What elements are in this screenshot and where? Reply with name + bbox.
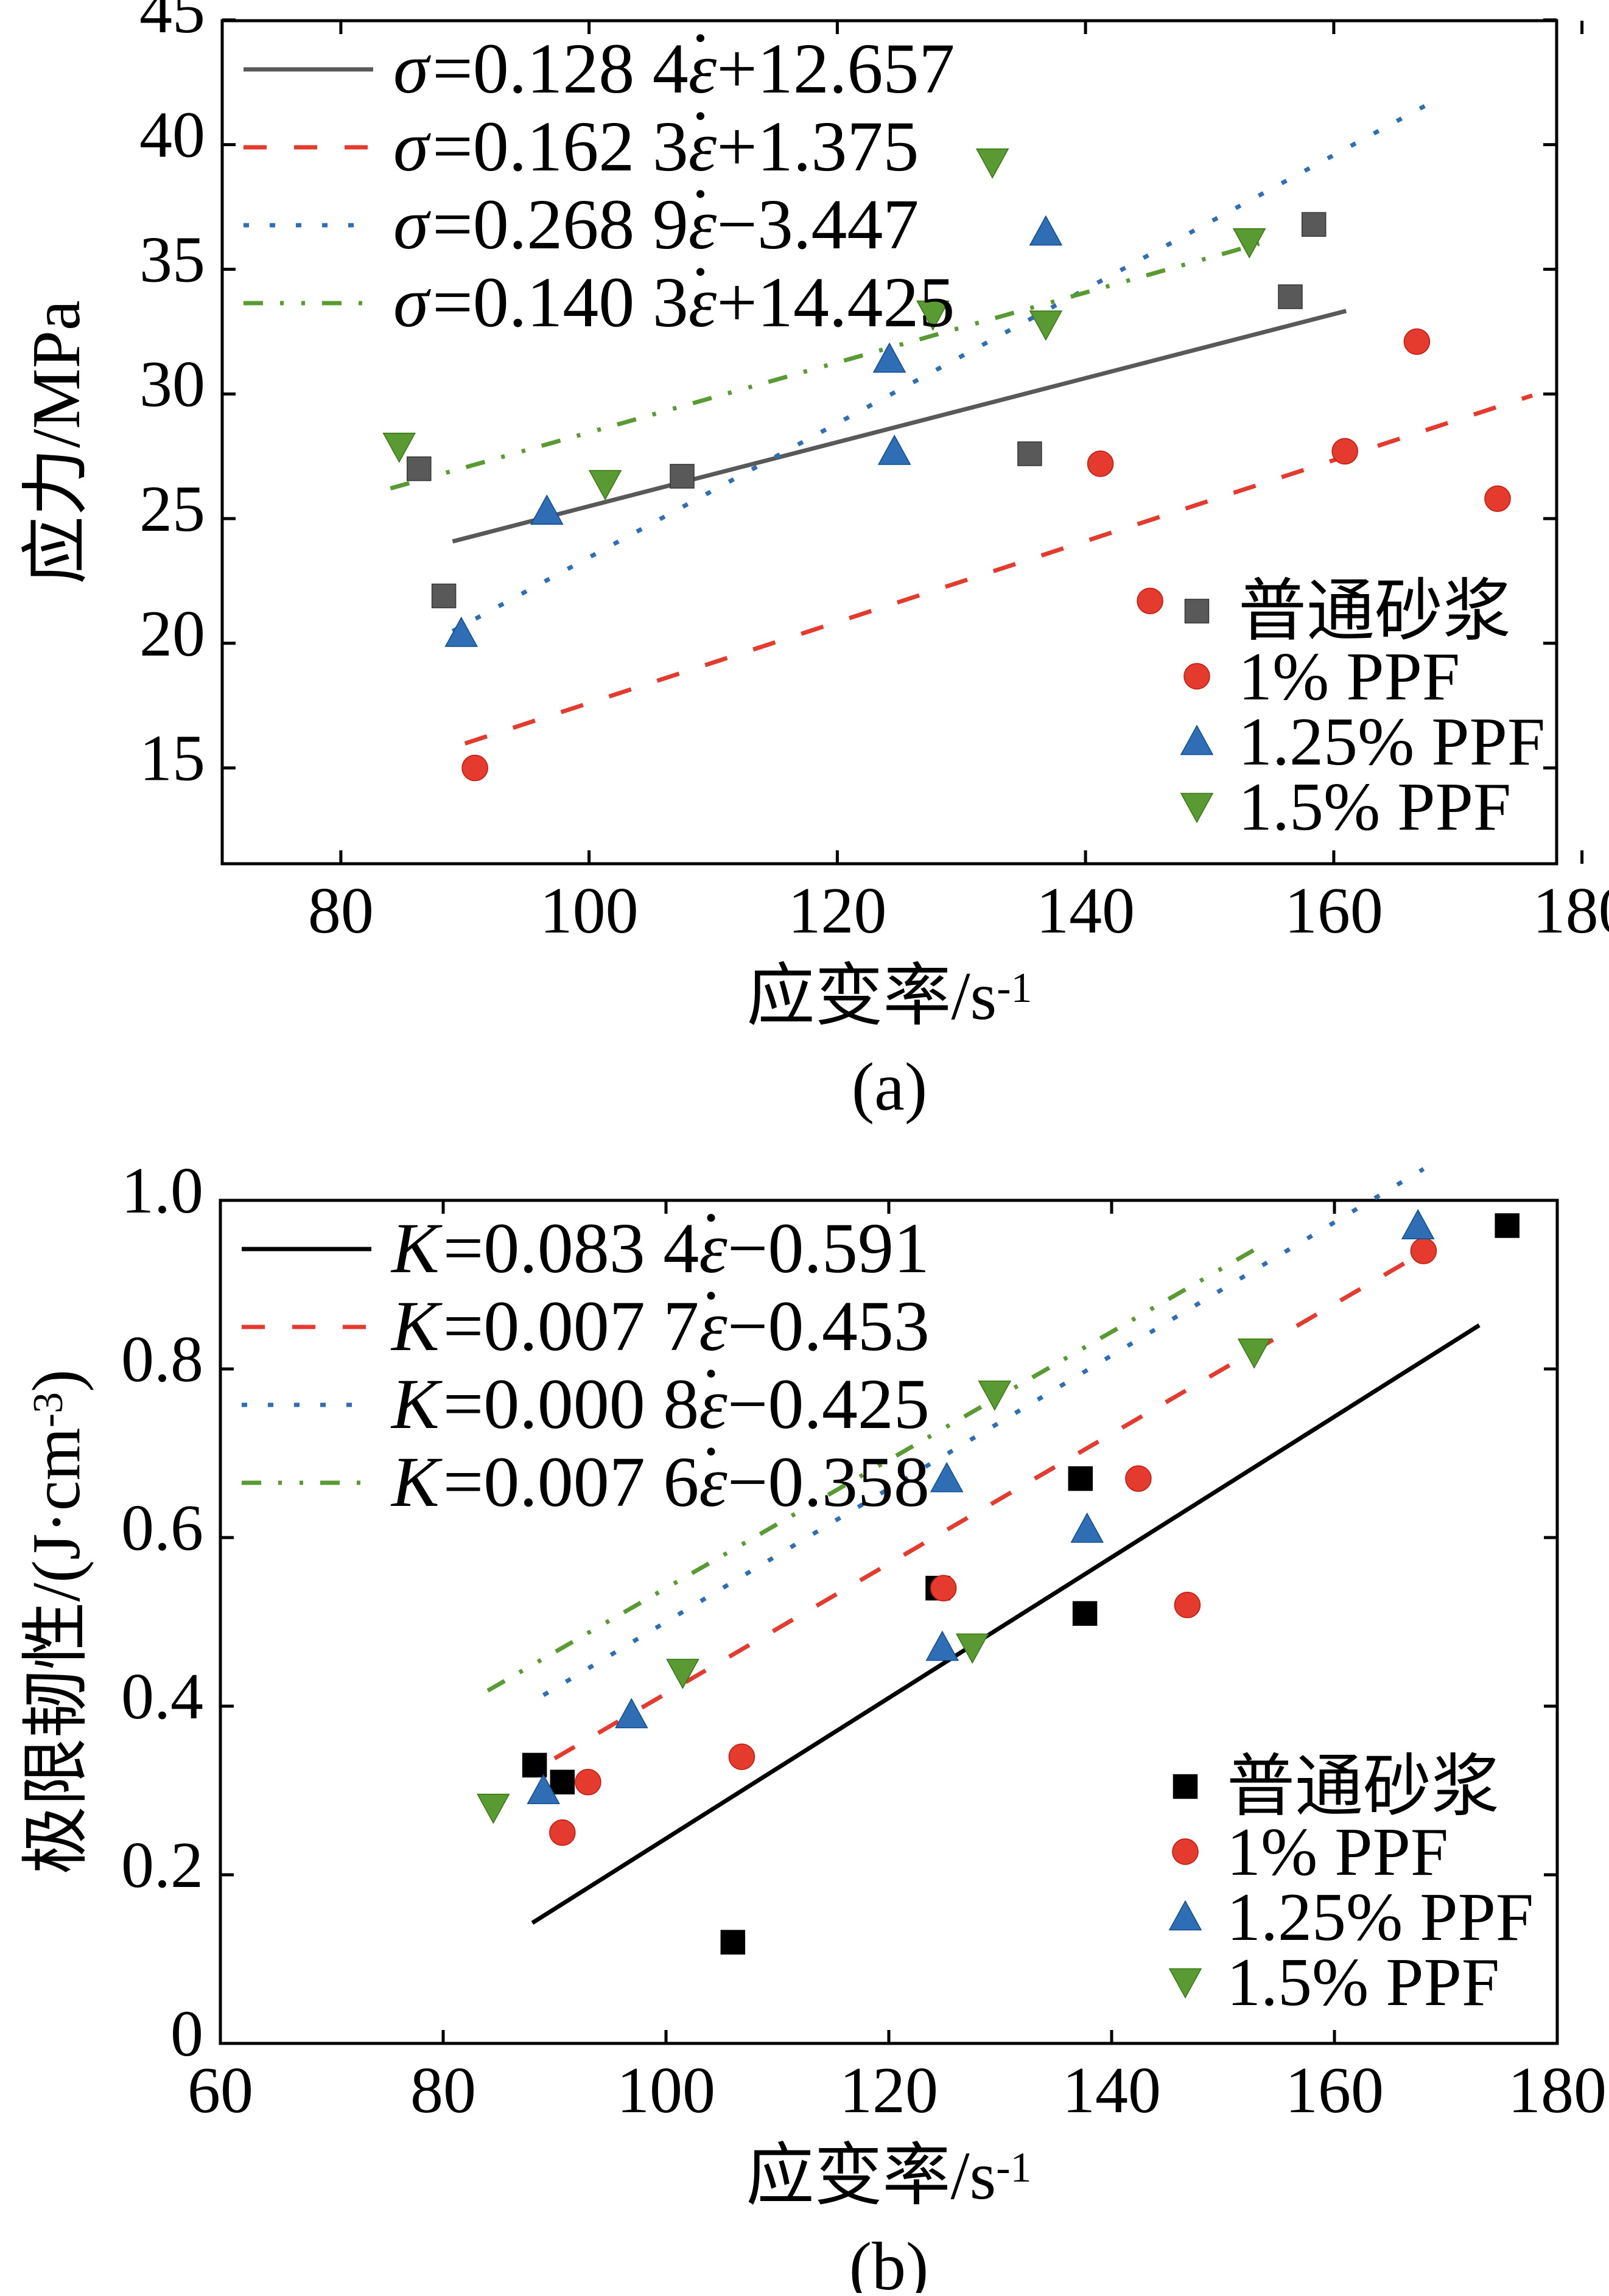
svg-text:80: 80 — [410, 2054, 476, 2127]
svg-text:σ=0.268 9ε−3.447: σ=0.268 9ε−3.447 — [393, 184, 919, 264]
svg-text:(a): (a) — [852, 1049, 927, 1125]
svg-text:1.5% PPF: 1.5% PPF — [1227, 1945, 1499, 2020]
svg-text:普通砂浆: 普通砂浆 — [1227, 1749, 1499, 1825]
svg-text:K=0.007 6ε−0.358: K=0.007 6ε−0.358 — [390, 1442, 930, 1522]
svg-text:120: 120 — [840, 2054, 938, 2127]
svg-text:1% PPF: 1% PPF — [1227, 1815, 1448, 1890]
svg-text:应变率/s-1: 应变率/s-1 — [746, 2138, 1031, 2214]
svg-text:120: 120 — [788, 875, 886, 947]
svg-text:1.25% PPF: 1.25% PPF — [1227, 1880, 1534, 1955]
svg-text:极限韧性/(J·cm-3): 极限韧性/(J·cm-3) — [19, 1370, 94, 1875]
svg-text:25: 25 — [139, 473, 205, 545]
svg-text:180: 180 — [1508, 2054, 1607, 2127]
svg-text:普通砂浆: 普通砂浆 — [1238, 574, 1511, 649]
svg-text:0.2: 0.2 — [121, 1829, 203, 1902]
svg-text:σ=0.128 4ε+12.657: σ=0.128 4ε+12.657 — [393, 29, 955, 108]
svg-text:0.8: 0.8 — [121, 1323, 203, 1396]
svg-text:(b): (b) — [849, 2229, 929, 2293]
svg-text:140: 140 — [1062, 2054, 1161, 2127]
svg-text:σ=0.140 3ε+14.425: σ=0.140 3ε+14.425 — [393, 262, 955, 342]
svg-text:45: 45 — [139, 0, 205, 47]
svg-text:160: 160 — [1285, 875, 1383, 947]
svg-text:180: 180 — [1533, 875, 1609, 947]
svg-text:100: 100 — [540, 875, 639, 947]
svg-text:0.6: 0.6 — [121, 1492, 203, 1564]
svg-text:应力/MPa: 应力/MPa — [19, 300, 94, 584]
svg-text:80: 80 — [308, 875, 374, 947]
svg-text:40: 40 — [139, 99, 205, 172]
svg-text:K=0.007 7ε−0.453: K=0.007 7ε−0.453 — [390, 1286, 930, 1366]
svg-text:35: 35 — [139, 223, 205, 296]
svg-text:应变率/s-1: 应变率/s-1 — [746, 959, 1032, 1034]
svg-text:0.4: 0.4 — [121, 1661, 203, 1733]
svg-text:30: 30 — [139, 348, 205, 421]
svg-text:K=0.000 8ε−0.425: K=0.000 8ε−0.425 — [390, 1364, 930, 1444]
svg-text:σ=0.162 3ε+1.375: σ=0.162 3ε+1.375 — [393, 107, 919, 186]
svg-text:K=0.083 4ε−0.591: K=0.083 4ε−0.591 — [390, 1208, 930, 1288]
svg-text:160: 160 — [1285, 2054, 1384, 2127]
svg-text:20: 20 — [139, 598, 205, 670]
svg-text:15: 15 — [139, 723, 205, 795]
svg-text:100: 100 — [617, 2054, 715, 2127]
svg-text:140: 140 — [1036, 875, 1135, 947]
svg-text:1.0: 1.0 — [121, 1155, 203, 1227]
svg-text:1.25% PPF: 1.25% PPF — [1238, 704, 1545, 780]
svg-text:1.5% PPF: 1.5% PPF — [1238, 769, 1511, 845]
svg-text:1% PPF: 1% PPF — [1238, 639, 1460, 715]
svg-text:0: 0 — [170, 1998, 203, 2070]
